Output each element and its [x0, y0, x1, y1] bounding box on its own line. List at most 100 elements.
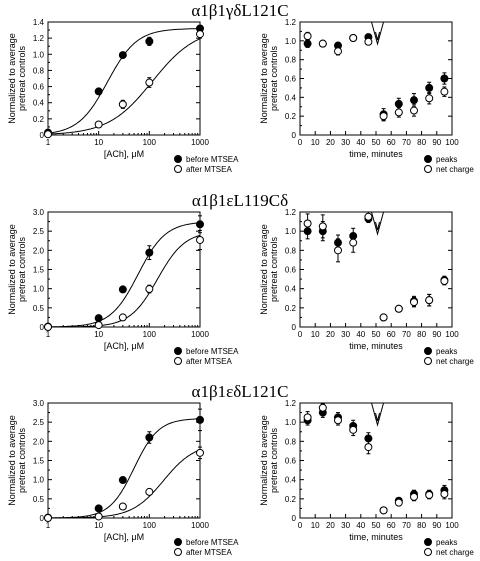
- y-tick-label: 0.8: [285, 56, 297, 65]
- y-tick-label: 0.2: [285, 112, 297, 121]
- y-tick-label: 0.4: [33, 99, 45, 108]
- y-tick-label: 0.5: [33, 495, 45, 504]
- legend-marker: [174, 357, 182, 365]
- data-point: [379, 112, 388, 121]
- data-point: [118, 285, 127, 294]
- data-point: [145, 248, 154, 257]
- x-tick-label: 100: [445, 138, 459, 147]
- data-point: [364, 212, 373, 221]
- y-axis-label: pretreat controls: [269, 427, 279, 493]
- data-point: [425, 491, 434, 499]
- data-point: [145, 487, 154, 496]
- legend-marker: [174, 538, 182, 546]
- y-tick-label: 1.0: [33, 50, 45, 59]
- legend-label: peaks: [436, 347, 457, 356]
- x-tick-label: 90: [432, 138, 441, 147]
- x-tick-label: 30: [341, 330, 350, 339]
- y-tick-label: 0.4: [285, 476, 297, 485]
- legend-marker: [424, 357, 432, 365]
- data-point: [334, 47, 342, 56]
- y-tick-label: 0.8: [33, 66, 45, 75]
- x-tick-label: 0: [298, 330, 303, 339]
- data-point: [44, 130, 52, 139]
- data-point: [118, 502, 127, 511]
- data-point: [94, 504, 103, 513]
- legend-label: after MTSEA: [186, 165, 232, 174]
- data-point: [318, 403, 327, 412]
- x-tick-label: 100: [445, 521, 459, 530]
- data-point: [410, 298, 418, 307]
- data-point: [94, 512, 103, 521]
- legend-marker: [174, 347, 182, 355]
- data-point: [349, 34, 358, 43]
- y-tick-label: 1.0: [33, 285, 45, 294]
- x-axis-label: time, minutes: [349, 341, 403, 351]
- x-tick-label: 60: [387, 138, 396, 147]
- x-tick-label: 30: [341, 138, 350, 147]
- y-tick-label: 0.6: [285, 266, 297, 275]
- x-tick-label: 100: [143, 138, 157, 147]
- data-point: [349, 238, 358, 247]
- data-point: [303, 32, 312, 41]
- x-axis-label: [ACh], μM: [104, 149, 144, 159]
- fit-curve: [47, 28, 200, 134]
- y-tick-label: 0.5: [33, 304, 45, 313]
- x-tick-label: 70: [402, 138, 411, 147]
- y-tick-label: 0.4: [285, 93, 297, 102]
- y-tick-label: 0.2: [285, 495, 297, 504]
- plot-frame: [47, 21, 201, 136]
- chart-3-dose: 0 0.5 1.0 1.5 2.0 2.5 3.0 1 10 100 1000 [ACh], μM No…: [7, 399, 239, 557]
- legend-label: after MTSEA: [186, 357, 232, 366]
- x-tick-label: 100: [143, 521, 157, 530]
- y-tick-label: 3.0: [33, 208, 45, 217]
- data-point: [334, 246, 342, 255]
- chart-1-dose: 0 0.2 0.4 0.6 0.8 1.0 1.2 1.4 1 10 100 1000 [ACh], μ…: [7, 18, 239, 174]
- y-tick-label: 0.6: [285, 75, 297, 84]
- x-tick-label: 40: [356, 521, 365, 530]
- legend-marker: [174, 155, 182, 163]
- y-tick-label: 1.0: [285, 418, 297, 427]
- data-point: [318, 39, 327, 48]
- x-tick-label: 90: [432, 330, 441, 339]
- panel-title-row-3: α1β1εδL121C: [191, 382, 289, 401]
- legend-label: before MTSEA: [186, 155, 239, 164]
- y-axis-label: Normalized to average: [259, 224, 269, 315]
- data-point: [118, 476, 127, 485]
- x-axis-label: time, minutes: [349, 532, 403, 542]
- legend-label: before MTSEA: [186, 347, 239, 356]
- legend-marker: [174, 165, 182, 173]
- y-axis-label: Normalized to average: [7, 33, 17, 124]
- data-point: [394, 99, 403, 108]
- data-point: [196, 220, 204, 229]
- y-tick-label: 2.0: [33, 437, 45, 446]
- x-tick-label: 40: [356, 138, 365, 147]
- y-tick-label: 1.2: [285, 399, 297, 408]
- y-tick-label: 0: [292, 323, 297, 332]
- x-tick-label: 10: [94, 521, 103, 530]
- x-tick-label: 70: [402, 521, 411, 530]
- x-tick-label: 80: [417, 138, 426, 147]
- legend-label: before MTSEA: [186, 538, 239, 547]
- data-point: [44, 323, 52, 331]
- chart-1-time: 0 0.2 0.4 0.6 0.8 1.0 1.2 0 10 20 30 40 50 60 70 80 90 10…: [259, 18, 474, 174]
- data-point: [145, 78, 154, 87]
- data-point: [440, 277, 449, 285]
- y-tick-label: 0.2: [33, 115, 45, 124]
- treatment-arrow: [371, 21, 385, 46]
- x-tick-label: 70: [402, 330, 411, 339]
- data-point: [318, 222, 327, 231]
- x-tick-label: 1: [46, 330, 51, 339]
- x-tick-label: 100: [445, 330, 459, 339]
- x-tick-label: 1000: [191, 330, 209, 339]
- y-tick-label: 3.0: [33, 399, 45, 408]
- chart-2-time: 0 0.2 0.4 0.6 0.8 1.0 1.2 0 10 20 30 40 50 60 70 80 90 10…: [259, 208, 474, 366]
- x-tick-label: 60: [387, 330, 396, 339]
- x-tick-label: 90: [432, 521, 441, 530]
- data-point: [425, 296, 434, 305]
- y-tick-label: 0: [40, 323, 45, 332]
- data-point: [118, 100, 127, 109]
- data-point: [94, 87, 103, 96]
- x-tick-label: 0: [298, 138, 303, 147]
- data-point: [145, 285, 154, 294]
- fit-curve: [47, 38, 201, 135]
